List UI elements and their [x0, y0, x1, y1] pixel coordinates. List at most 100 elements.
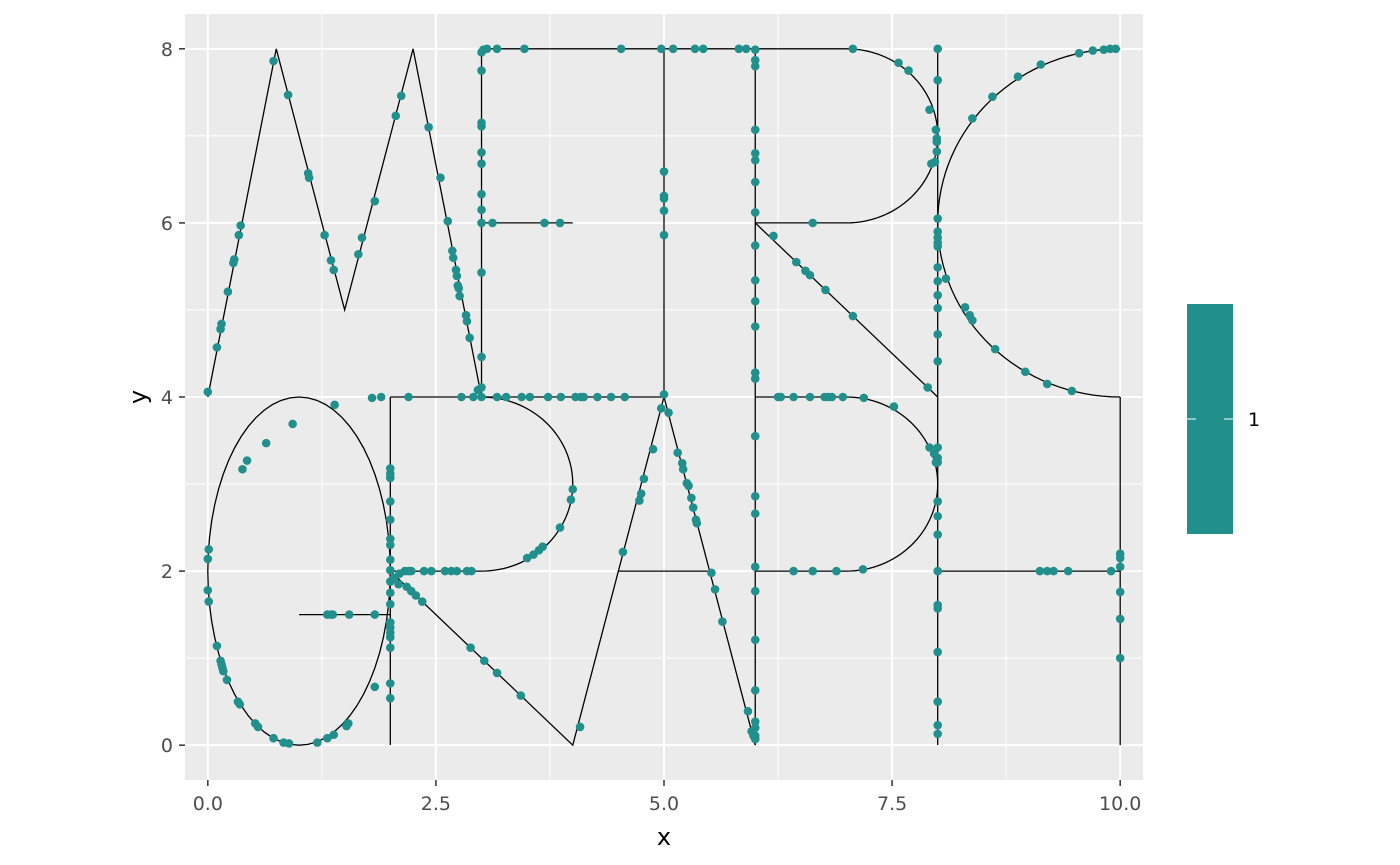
data-point [488, 218, 497, 228]
data-point [848, 311, 858, 321]
data-point [1035, 566, 1045, 576]
data-point [477, 392, 486, 402]
data-point [452, 566, 462, 576]
data-point [406, 566, 416, 576]
data-point [477, 148, 486, 157]
data-point [933, 290, 943, 300]
data-point [223, 287, 233, 296]
data-point [1013, 72, 1023, 81]
data-point [283, 90, 293, 100]
data-point [933, 497, 943, 506]
data-point [455, 291, 464, 301]
data-point [427, 566, 436, 576]
data-point [1088, 46, 1098, 55]
data-point [411, 591, 421, 600]
data-point [417, 597, 427, 606]
data-point [1099, 45, 1109, 54]
data-point [1036, 60, 1046, 69]
data-point [479, 656, 489, 666]
data-point [467, 566, 476, 576]
data-point [443, 216, 453, 226]
data-point [750, 717, 760, 726]
data-point [385, 693, 395, 703]
data-point [988, 92, 997, 101]
data-point [990, 344, 1000, 354]
data-point [385, 534, 395, 544]
data-point [238, 464, 247, 474]
data-point [1115, 614, 1125, 624]
data-point [385, 599, 395, 609]
data-point [933, 233, 943, 243]
data-point [522, 553, 532, 563]
data-point [477, 268, 486, 277]
data-point [659, 191, 669, 201]
data-point [659, 206, 669, 216]
data-point [329, 730, 339, 740]
letter-path [754, 222, 939, 398]
data-point [659, 390, 669, 399]
data-point [776, 392, 786, 402]
data-point [664, 408, 673, 417]
data-point [636, 489, 646, 498]
data-point [376, 392, 386, 402]
data-point [750, 586, 760, 596]
data-point [792, 257, 801, 267]
data-point [457, 392, 466, 402]
data-point [838, 392, 848, 402]
data-point [692, 518, 702, 528]
data-point [482, 44, 492, 54]
data-point [320, 230, 329, 240]
data-point [941, 274, 951, 283]
data-point [1063, 566, 1073, 576]
data-point [933, 44, 943, 54]
data-point [538, 542, 547, 552]
data-point [933, 600, 943, 610]
data-point [477, 352, 486, 362]
data-point [568, 484, 578, 494]
data-point [616, 44, 626, 54]
data-point [827, 392, 837, 402]
y-axis: 0 2 4 6 8 [161, 39, 185, 757]
data-point [750, 177, 760, 187]
x-tick-label: 0.0 [193, 793, 223, 815]
data-point [385, 464, 395, 473]
data-point [673, 448, 682, 458]
data-point [326, 256, 336, 265]
data-point [525, 392, 535, 402]
data-point [750, 55, 760, 65]
data-point [1115, 549, 1125, 558]
data-point [656, 44, 666, 54]
data-point [579, 392, 589, 402]
data-point [477, 66, 486, 75]
data-point [933, 720, 943, 730]
data-point [370, 196, 380, 206]
data-point [269, 733, 278, 743]
data-point [933, 276, 943, 286]
data-point [933, 214, 943, 223]
data-point [750, 148, 760, 158]
data-point [1021, 367, 1030, 377]
data-point [385, 497, 395, 506]
data-point [492, 44, 502, 54]
data-point [925, 105, 934, 115]
data-point [832, 566, 841, 576]
data-point [659, 230, 669, 240]
data-point [1115, 587, 1125, 597]
data-point [477, 189, 486, 199]
data-point [236, 221, 245, 230]
data-point [261, 438, 271, 448]
data-point [750, 155, 760, 165]
data-point [394, 579, 403, 589]
data-point [648, 444, 658, 454]
data-point [436, 173, 445, 182]
data-point [858, 565, 868, 574]
data-point [385, 618, 395, 627]
data-point [923, 383, 932, 392]
data-point [933, 357, 943, 366]
data-point [469, 392, 478, 402]
data-point [212, 641, 222, 651]
data-point [931, 457, 941, 467]
data-point [566, 495, 576, 505]
data-point [269, 56, 278, 66]
